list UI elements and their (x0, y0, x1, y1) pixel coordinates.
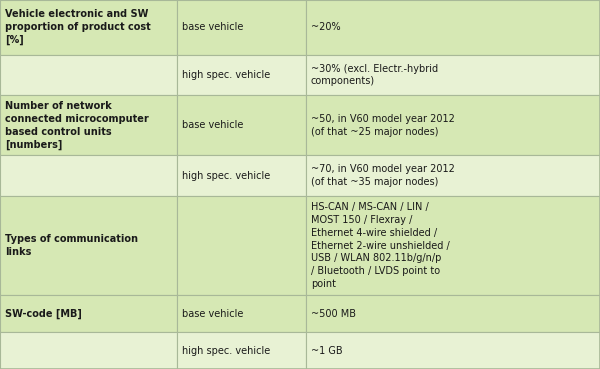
Text: high spec. vehicle: high spec. vehicle (182, 345, 270, 355)
Bar (0, 55, 177, 96)
Bar (177, 295, 306, 332)
Bar (306, 55, 600, 96)
Text: SW-code [MB]: SW-code [MB] (5, 308, 82, 319)
Bar (0, 155, 177, 196)
Text: high spec. vehicle: high spec. vehicle (182, 70, 270, 80)
Bar (177, 155, 306, 196)
Text: Number of network
connected microcomputer
based control units
[numbers]: Number of network connected microcompute… (5, 101, 149, 150)
Text: Vehicle electronic and SW
proportion of product cost
[%]: Vehicle electronic and SW proportion of … (5, 10, 151, 45)
Bar (0, 196, 177, 295)
Bar (0, 0, 177, 55)
Bar (177, 196, 306, 295)
Text: base vehicle: base vehicle (182, 23, 243, 32)
Bar (0, 96, 177, 155)
Bar (306, 0, 600, 55)
Text: HS-CAN / MS-CAN / LIN /
MOST 150 / Flexray /
Ethernet 4-wire shielded /
Ethernet: HS-CAN / MS-CAN / LIN / MOST 150 / Flexr… (311, 202, 449, 289)
Text: ~70, in V60 model year 2012
(of that ~35 major nodes): ~70, in V60 model year 2012 (of that ~35… (311, 164, 455, 187)
Bar (177, 0, 306, 55)
Text: Types of communication
links: Types of communication links (5, 234, 138, 257)
Bar (177, 96, 306, 155)
Text: ~50, in V60 model year 2012
(of that ~25 major nodes): ~50, in V60 model year 2012 (of that ~25… (311, 114, 455, 137)
Bar (306, 96, 600, 155)
Bar (306, 332, 600, 369)
Text: ~30% (excl. Electr.-hybrid
components): ~30% (excl. Electr.-hybrid components) (311, 64, 438, 86)
Bar (0, 295, 177, 332)
Text: base vehicle: base vehicle (182, 308, 243, 318)
Bar (306, 295, 600, 332)
Bar (177, 55, 306, 96)
Text: base vehicle: base vehicle (182, 120, 243, 130)
Bar (306, 196, 600, 295)
Bar (306, 155, 600, 196)
Text: high spec. vehicle: high spec. vehicle (182, 170, 270, 181)
Bar (0, 332, 177, 369)
Bar (177, 332, 306, 369)
Text: ~500 MB: ~500 MB (311, 308, 356, 318)
Text: ~1 GB: ~1 GB (311, 345, 343, 355)
Text: ~20%: ~20% (311, 23, 340, 32)
